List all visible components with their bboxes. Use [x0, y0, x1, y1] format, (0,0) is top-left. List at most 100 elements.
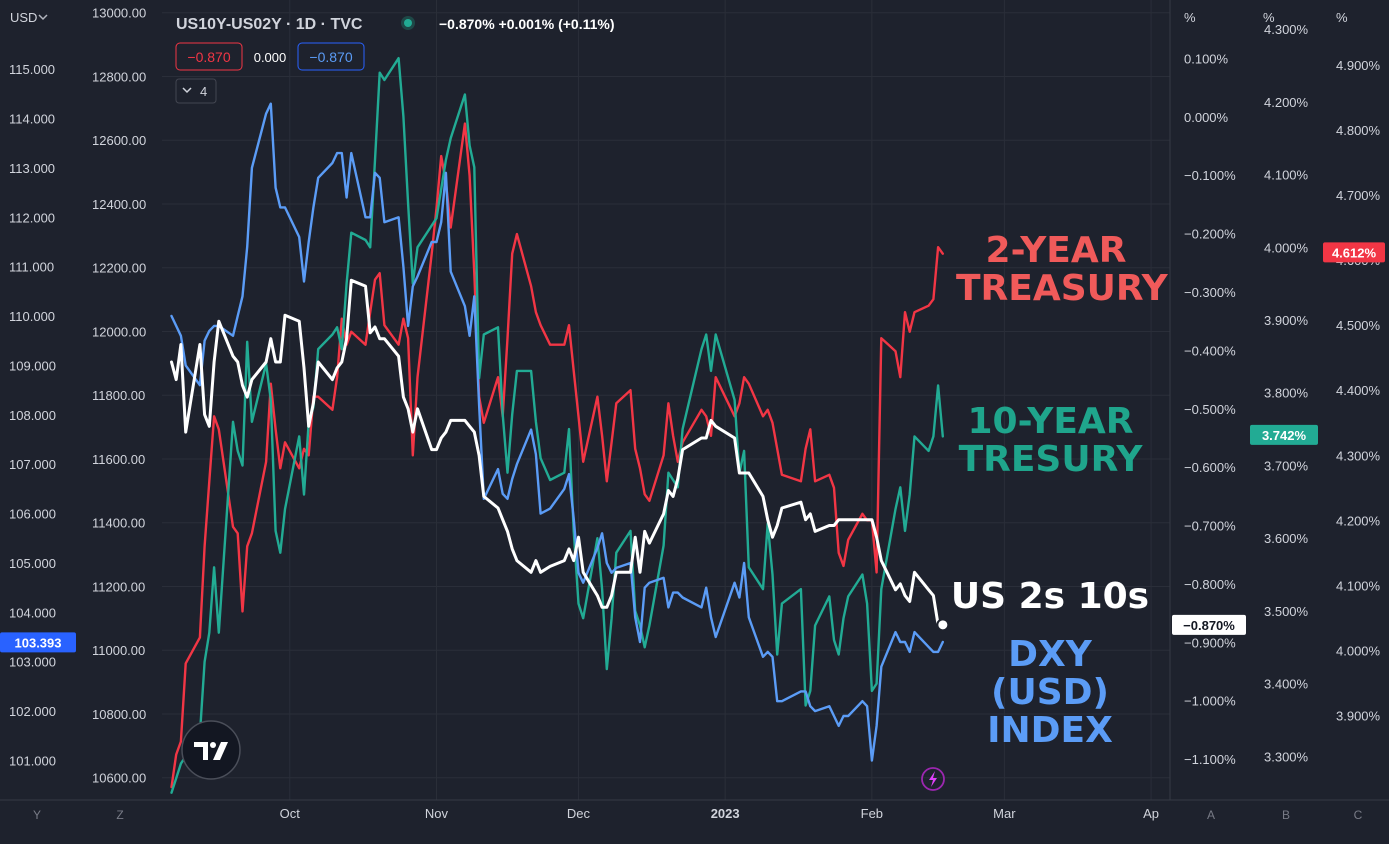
- spread-annotation: US 2s 10s: [940, 578, 1160, 616]
- y-tick-label: −0.300%: [1184, 285, 1236, 300]
- series-line-ten-year[interactable]: [170, 57, 944, 794]
- y-tick-label: 113.000: [9, 161, 55, 176]
- x-tick-label: Ap: [1143, 806, 1159, 821]
- y-tick-label: 4.100%: [1336, 578, 1381, 593]
- annotation-line: 2-YEAR: [985, 230, 1127, 271]
- chevron-down-icon: [182, 87, 192, 94]
- buy-price-box[interactable]: [297, 42, 365, 71]
- y-tick-label: −0.200%: [1184, 227, 1236, 242]
- y-tick-label: 13000.00: [92, 6, 146, 21]
- y-tick-label: 3.400%: [1264, 677, 1309, 692]
- y-tick-label: 111.000: [9, 260, 54, 275]
- y-tick-label: 4.000%: [1264, 240, 1309, 255]
- axis-button-y[interactable]: Y: [33, 808, 41, 822]
- y-tick-label: 4.000%: [1336, 643, 1381, 658]
- axis-button-c[interactable]: C: [1354, 808, 1363, 822]
- last-point-marker: [936, 618, 950, 632]
- y-tick-label: −1.000%: [1184, 694, 1236, 709]
- series-line-two-year[interactable]: [170, 122, 944, 789]
- x-tick-label: Oct: [280, 806, 301, 821]
- tradingview-logo[interactable]: [181, 720, 241, 780]
- y-tick-label: 105.000: [9, 556, 56, 571]
- y-tick-label: 11000.00: [92, 643, 145, 658]
- logo-icon-dot: [210, 742, 216, 748]
- ten-year-last-value-box: [1250, 424, 1318, 445]
- currency-label[interactable]: USD: [10, 10, 37, 25]
- y-tick-label: −0.100%: [1184, 168, 1236, 183]
- y-tick-label: −0.500%: [1184, 402, 1236, 417]
- y-tick-label: −0.400%: [1184, 343, 1236, 358]
- dxy-last-value: 103.393: [15, 635, 62, 650]
- y-tick-label: 4.900%: [1336, 58, 1381, 73]
- x-tick-label: 2023: [711, 806, 740, 821]
- y-tick-label: 12000.00: [92, 324, 146, 339]
- y-tick-label: 3.900%: [1264, 313, 1309, 328]
- annotation-line: TRESURY: [958, 438, 1143, 480]
- y-tick-label: 10600.00: [92, 771, 146, 786]
- series-line-spread[interactable]: [170, 278, 945, 627]
- axis-unit-label: %: [1263, 10, 1275, 25]
- y-tick-label: 101.000: [9, 753, 56, 768]
- two-year-last-value-box: [1323, 242, 1385, 263]
- y-tick-label: 4.400%: [1336, 383, 1381, 398]
- y-tick-label: 3.600%: [1264, 531, 1309, 546]
- series-line-dxy[interactable]: [170, 102, 944, 762]
- axes: Oct Nov Dec 2023 Feb Mar Ap 115.000 114.000 113.0…: [0, 0, 1389, 822]
- lightning-icon[interactable]: [921, 767, 945, 791]
- y-tick-label: 3.500%: [1264, 604, 1309, 619]
- plot-area[interactable]: [170, 57, 950, 794]
- y-tick-label: 4.300%: [1264, 22, 1309, 37]
- spread-last-value: −0.870%: [1183, 618, 1235, 633]
- x-tick-label: Nov: [425, 806, 449, 821]
- market-status-dot: [404, 19, 412, 27]
- y-tick-label: −0.900%: [1184, 635, 1236, 650]
- sell-price-box[interactable]: [175, 42, 243, 71]
- axis-button-b[interactable]: B: [1282, 808, 1290, 822]
- two-year-last-value: 4.612%: [1332, 245, 1377, 260]
- y-tick-label: 0.100%: [1184, 51, 1229, 66]
- y-tick-label: −0.700%: [1184, 519, 1236, 534]
- ten-year-last-value: 3.742%: [1262, 428, 1307, 443]
- y-tick-label: 11400.00: [92, 516, 145, 531]
- logo-icon-slash: [213, 742, 228, 760]
- y-tick-label: 4.200%: [1264, 95, 1309, 110]
- y-tick-label: 115.000: [9, 62, 55, 77]
- y-tick-label: 12600.00: [92, 133, 146, 148]
- y-tick-label: 12400.00: [92, 197, 146, 212]
- y-tick-label: 4.800%: [1336, 123, 1381, 138]
- x-tick-label: Mar: [993, 806, 1016, 821]
- y-tick-label: 4.300%: [1336, 448, 1381, 463]
- chevron-down-icon[interactable]: [38, 14, 48, 21]
- y-tick-label: 110.000: [9, 309, 55, 324]
- annotation-line: 10-YEAR: [967, 401, 1134, 442]
- axis-button-a[interactable]: A: [1207, 808, 1215, 822]
- y-tick-label: 112.000: [9, 210, 55, 225]
- y-tick-label: 12800.00: [92, 69, 146, 84]
- y-tick-label: 102.000: [9, 704, 56, 719]
- two-year-annotation: 2-YEAR TREASURY: [956, 230, 1168, 308]
- y-tick-label: 11600.00: [92, 452, 145, 467]
- annotation-line: DXY (USD): [991, 634, 1109, 713]
- annotation-line: US 2s 10s: [950, 576, 1150, 617]
- chart-header: USD US10Y-US02Y · 1D · TVC −0.870% +0.00…: [10, 10, 615, 104]
- y-tick-label: 10800.00: [92, 707, 146, 722]
- axis-unit-label: %: [1336, 10, 1348, 25]
- sell-price: −0.870: [187, 49, 230, 65]
- logo-icon: [194, 742, 208, 760]
- dxy-annotation: DXY (USD) INDEX: [945, 636, 1155, 749]
- y-tick-label: −1.100%: [1184, 752, 1236, 767]
- y-tick-label: 3.300%: [1264, 749, 1309, 764]
- y-tick-label: 109.000: [9, 358, 56, 373]
- y-tick-label: 11200.00: [92, 579, 145, 594]
- logo-badge: [181, 720, 241, 780]
- y-tick-label: 104.000: [9, 605, 56, 620]
- y-tick-label: 4.500%: [1336, 318, 1381, 333]
- axis-button-z[interactable]: Z: [116, 808, 123, 822]
- y-tick-label: 11800.00: [92, 388, 145, 403]
- symbol-title: US10Y-US02Y · 1D · TVC: [176, 16, 363, 33]
- indicators-toggle[interactable]: [175, 78, 217, 104]
- x-tick-label: Dec: [567, 806, 591, 821]
- spread-last-value-box: [1172, 614, 1246, 635]
- y-tick-label: 3.700%: [1264, 458, 1309, 473]
